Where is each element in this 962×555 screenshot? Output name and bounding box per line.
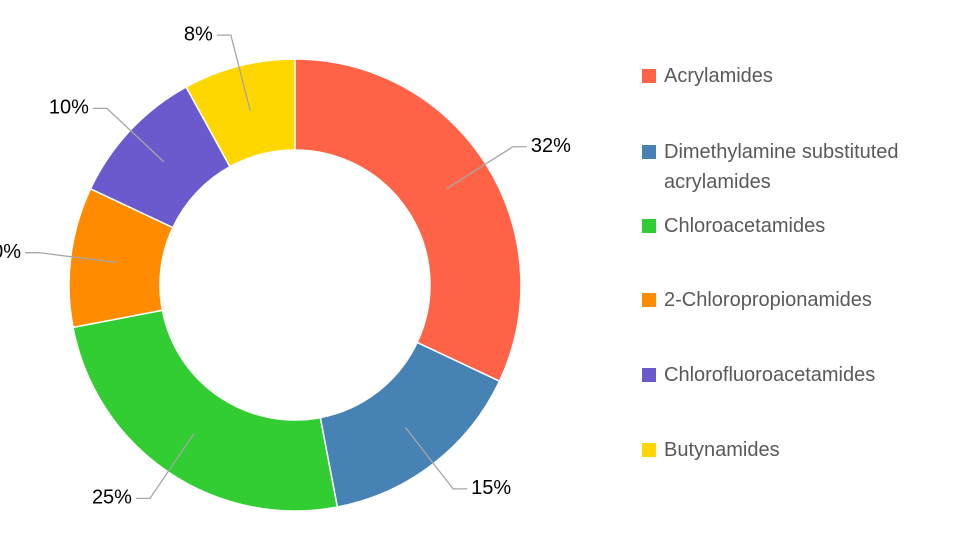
legend-swatch	[642, 443, 656, 457]
legend-item: 2-Chloropropionamides	[642, 285, 942, 315]
legend-swatch	[642, 69, 656, 83]
legend-item: Chlorofluoroacetamides	[642, 360, 942, 390]
legend-label: 2-Chloropropionamides	[664, 289, 872, 311]
donut-slice	[294, 58, 522, 383]
leader-line	[404, 426, 468, 490]
legend-item: Dimethylamine substituted acrylamides	[642, 137, 942, 197]
leader-line	[446, 146, 527, 190]
legend-label: Butynamides	[664, 439, 780, 461]
legend-label: Acrylamides	[664, 65, 773, 87]
legend-item: Acrylamides	[642, 61, 942, 91]
leader-line	[216, 34, 251, 111]
data-label: 8%	[184, 23, 213, 45]
legend-item: Chloroacetamides	[642, 211, 942, 241]
data-label: 10%	[49, 97, 89, 119]
legend-label: Dimethylamine substituted acrylamides	[664, 141, 899, 193]
donut-slice	[185, 58, 296, 168]
legend-swatch	[642, 368, 656, 382]
legend-item: Butynamides	[642, 435, 942, 465]
legend-swatch	[642, 219, 656, 233]
leader-line	[135, 433, 195, 500]
leader-line	[25, 252, 117, 264]
legend-label: Chlorofluoroacetamides	[664, 364, 876, 386]
donut-slice	[72, 309, 339, 512]
legend-swatch	[642, 145, 656, 159]
data-label: 32%	[531, 135, 571, 157]
data-label: 10%	[0, 241, 21, 263]
data-label: 15%	[471, 477, 511, 499]
legend-swatch	[642, 293, 656, 307]
legend-label: Chloroacetamides	[664, 215, 826, 237]
data-label: 25%	[92, 487, 132, 509]
leader-line	[92, 107, 165, 163]
